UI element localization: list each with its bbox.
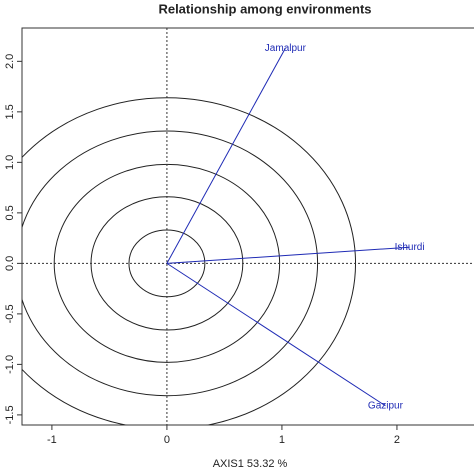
- vector: [166, 246, 410, 264]
- y-tick-label: -1.5: [4, 405, 16, 424]
- vector: [166, 47, 286, 264]
- vector: [166, 262, 386, 407]
- y-tick-label: 0.5: [4, 205, 16, 220]
- y-tick-label: -1.0: [4, 355, 16, 374]
- x-tick-label: 2: [394, 434, 400, 446]
- point-label: Gazipur: [368, 400, 404, 411]
- point-label: Ishurdi: [395, 242, 425, 253]
- circle: [22, 130, 319, 397]
- x-axis-label: AXIS1 53.32 %: [213, 458, 288, 470]
- y-tick-label: 1.5: [4, 104, 16, 119]
- x-tick-label: 1: [279, 434, 285, 446]
- x-tick-label: -1: [47, 434, 57, 446]
- y-tick-label: 2.0: [4, 54, 16, 69]
- chart-title: Relationship among environments: [158, 1, 371, 16]
- plot-frame: [21, 27, 474, 426]
- y-tick-label: 1.0: [4, 155, 16, 170]
- x-tick-label: 0: [164, 434, 170, 446]
- point-label: Jamalpur: [265, 43, 307, 54]
- y-tick-label: 0.0: [4, 256, 16, 271]
- y-tick-label: -0.5: [4, 304, 16, 323]
